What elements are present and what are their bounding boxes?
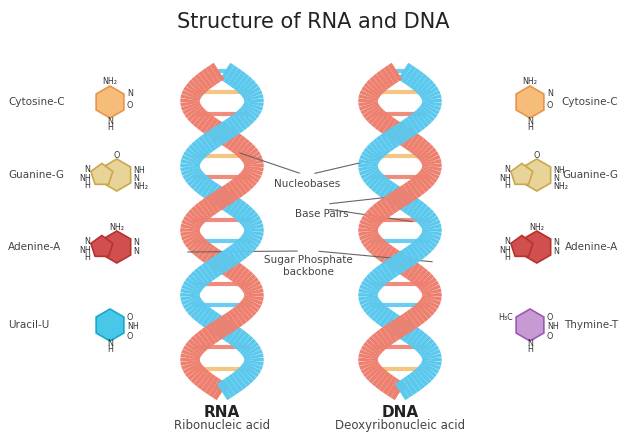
Text: Uracil-U: Uracil-U <box>8 320 49 330</box>
Text: H: H <box>107 346 113 354</box>
Text: Guanine-G: Guanine-G <box>562 170 618 180</box>
Text: Thymine-T: Thymine-T <box>564 320 618 330</box>
Text: H: H <box>527 122 533 131</box>
Text: H: H <box>85 181 91 190</box>
Text: Adenine-A: Adenine-A <box>565 242 618 252</box>
Text: Base Pairs: Base Pairs <box>295 209 349 219</box>
Polygon shape <box>96 86 124 118</box>
Text: O: O <box>127 101 133 110</box>
Text: N: N <box>554 238 560 247</box>
Text: N: N <box>107 117 113 126</box>
Text: N: N <box>554 247 560 256</box>
Text: NH: NH <box>554 166 565 175</box>
Text: Ribonucleic acid: Ribonucleic acid <box>174 419 270 432</box>
Text: H: H <box>505 253 511 262</box>
Text: O: O <box>533 151 540 160</box>
Text: N: N <box>85 165 91 174</box>
Text: O: O <box>113 151 120 160</box>
Text: Guanine-G: Guanine-G <box>8 170 64 180</box>
Text: Deoxyribonucleic acid: Deoxyribonucleic acid <box>335 419 465 432</box>
Polygon shape <box>103 231 131 263</box>
Text: N: N <box>85 237 91 246</box>
Text: NH₂: NH₂ <box>134 181 149 191</box>
Polygon shape <box>96 309 124 341</box>
Polygon shape <box>91 236 113 256</box>
Text: H₃C: H₃C <box>498 312 513 321</box>
Polygon shape <box>103 159 131 191</box>
Text: H: H <box>505 181 511 190</box>
Text: O: O <box>127 332 133 341</box>
Text: H: H <box>107 122 113 131</box>
Text: O: O <box>547 332 553 341</box>
Text: NH: NH <box>499 174 511 183</box>
Text: O: O <box>547 101 553 110</box>
Text: N: N <box>527 117 533 126</box>
Text: N: N <box>554 174 560 183</box>
Polygon shape <box>516 86 544 118</box>
Text: Nucleobases: Nucleobases <box>274 179 340 189</box>
Text: N: N <box>527 340 533 349</box>
Text: DNA: DNA <box>381 405 419 420</box>
Text: Cytosine-C: Cytosine-C <box>8 97 64 107</box>
Text: Structure of RNA and DNA: Structure of RNA and DNA <box>177 12 449 32</box>
Text: Cytosine-C: Cytosine-C <box>562 97 618 107</box>
Text: N: N <box>134 174 140 183</box>
Text: N: N <box>127 89 133 98</box>
Text: NH: NH <box>79 246 91 255</box>
Text: NH: NH <box>547 322 558 331</box>
Text: N: N <box>505 237 511 246</box>
Text: N: N <box>107 340 113 349</box>
Text: NH: NH <box>127 322 139 331</box>
Text: O: O <box>547 312 553 321</box>
Polygon shape <box>91 164 113 184</box>
Text: H: H <box>85 253 91 262</box>
Text: NH₂: NH₂ <box>110 223 125 232</box>
Text: NH: NH <box>79 174 91 183</box>
Text: NH₂: NH₂ <box>523 77 538 87</box>
Polygon shape <box>516 309 544 341</box>
Text: NH: NH <box>134 166 145 175</box>
Text: N: N <box>505 165 511 174</box>
Text: Sugar Phosphate
backbone: Sugar Phosphate backbone <box>264 255 352 277</box>
Text: O: O <box>127 312 133 321</box>
Polygon shape <box>523 159 551 191</box>
Text: NH₂: NH₂ <box>554 181 568 191</box>
Text: H: H <box>527 346 533 354</box>
Text: NH: NH <box>499 246 511 255</box>
Text: N: N <box>134 247 140 256</box>
Polygon shape <box>511 164 533 184</box>
Polygon shape <box>523 231 551 263</box>
Text: N: N <box>134 238 140 247</box>
Text: NH₂: NH₂ <box>530 223 544 232</box>
Text: RNA: RNA <box>204 405 240 420</box>
Text: Adenine-A: Adenine-A <box>8 242 61 252</box>
Text: NH₂: NH₂ <box>103 77 118 87</box>
Text: N: N <box>547 89 553 98</box>
Polygon shape <box>511 236 533 256</box>
